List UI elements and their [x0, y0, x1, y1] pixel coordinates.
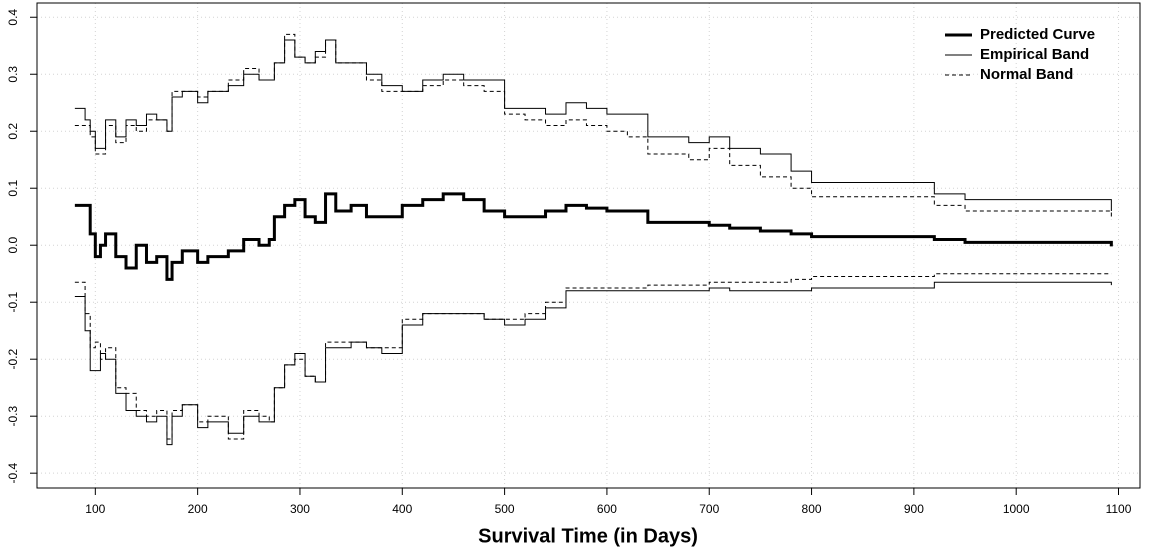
legend-label: Empirical Band — [980, 46, 1089, 63]
x-tick-label: 400 — [392, 502, 412, 516]
plot-frame — [36, 2, 1141, 489]
x-tick-label: 1100 — [1106, 502, 1132, 516]
x-tick-label: 100 — [85, 502, 105, 516]
x-tick-label: 800 — [802, 502, 822, 516]
y-tick-label: 0.3 — [6, 66, 20, 83]
x-tick-label: 900 — [904, 502, 924, 516]
y-tick-label: 0.2 — [6, 123, 20, 140]
x-tick-label: 300 — [290, 502, 310, 516]
legend-label: Normal Band — [980, 66, 1073, 83]
x-tick-label: 1000 — [1003, 502, 1030, 516]
x-tick-label: 500 — [495, 502, 515, 516]
y-tick-label: -0.3 — [6, 406, 20, 427]
x-tick-label: 200 — [188, 502, 208, 516]
y-tick-label: -0.2 — [6, 349, 20, 370]
step-line — [74, 33, 1112, 220]
y-tick-label: 0.1 — [6, 180, 20, 197]
step-line — [74, 281, 1112, 446]
step-line — [74, 192, 1113, 281]
y-tick-label: 0.0 — [6, 237, 20, 254]
legend-label: Predicted Curve — [980, 26, 1095, 43]
x-axis-label: Survival Time (in Days) — [478, 525, 698, 547]
y-tick-label: -0.4 — [6, 463, 20, 484]
x-tick-label: 700 — [699, 502, 719, 516]
y-tick-label: 0.4 — [6, 9, 20, 26]
step-line — [74, 39, 1112, 212]
x-tick-label: 600 — [597, 502, 617, 516]
step-line — [74, 273, 1112, 440]
y-tick-label: -0.1 — [6, 292, 20, 313]
